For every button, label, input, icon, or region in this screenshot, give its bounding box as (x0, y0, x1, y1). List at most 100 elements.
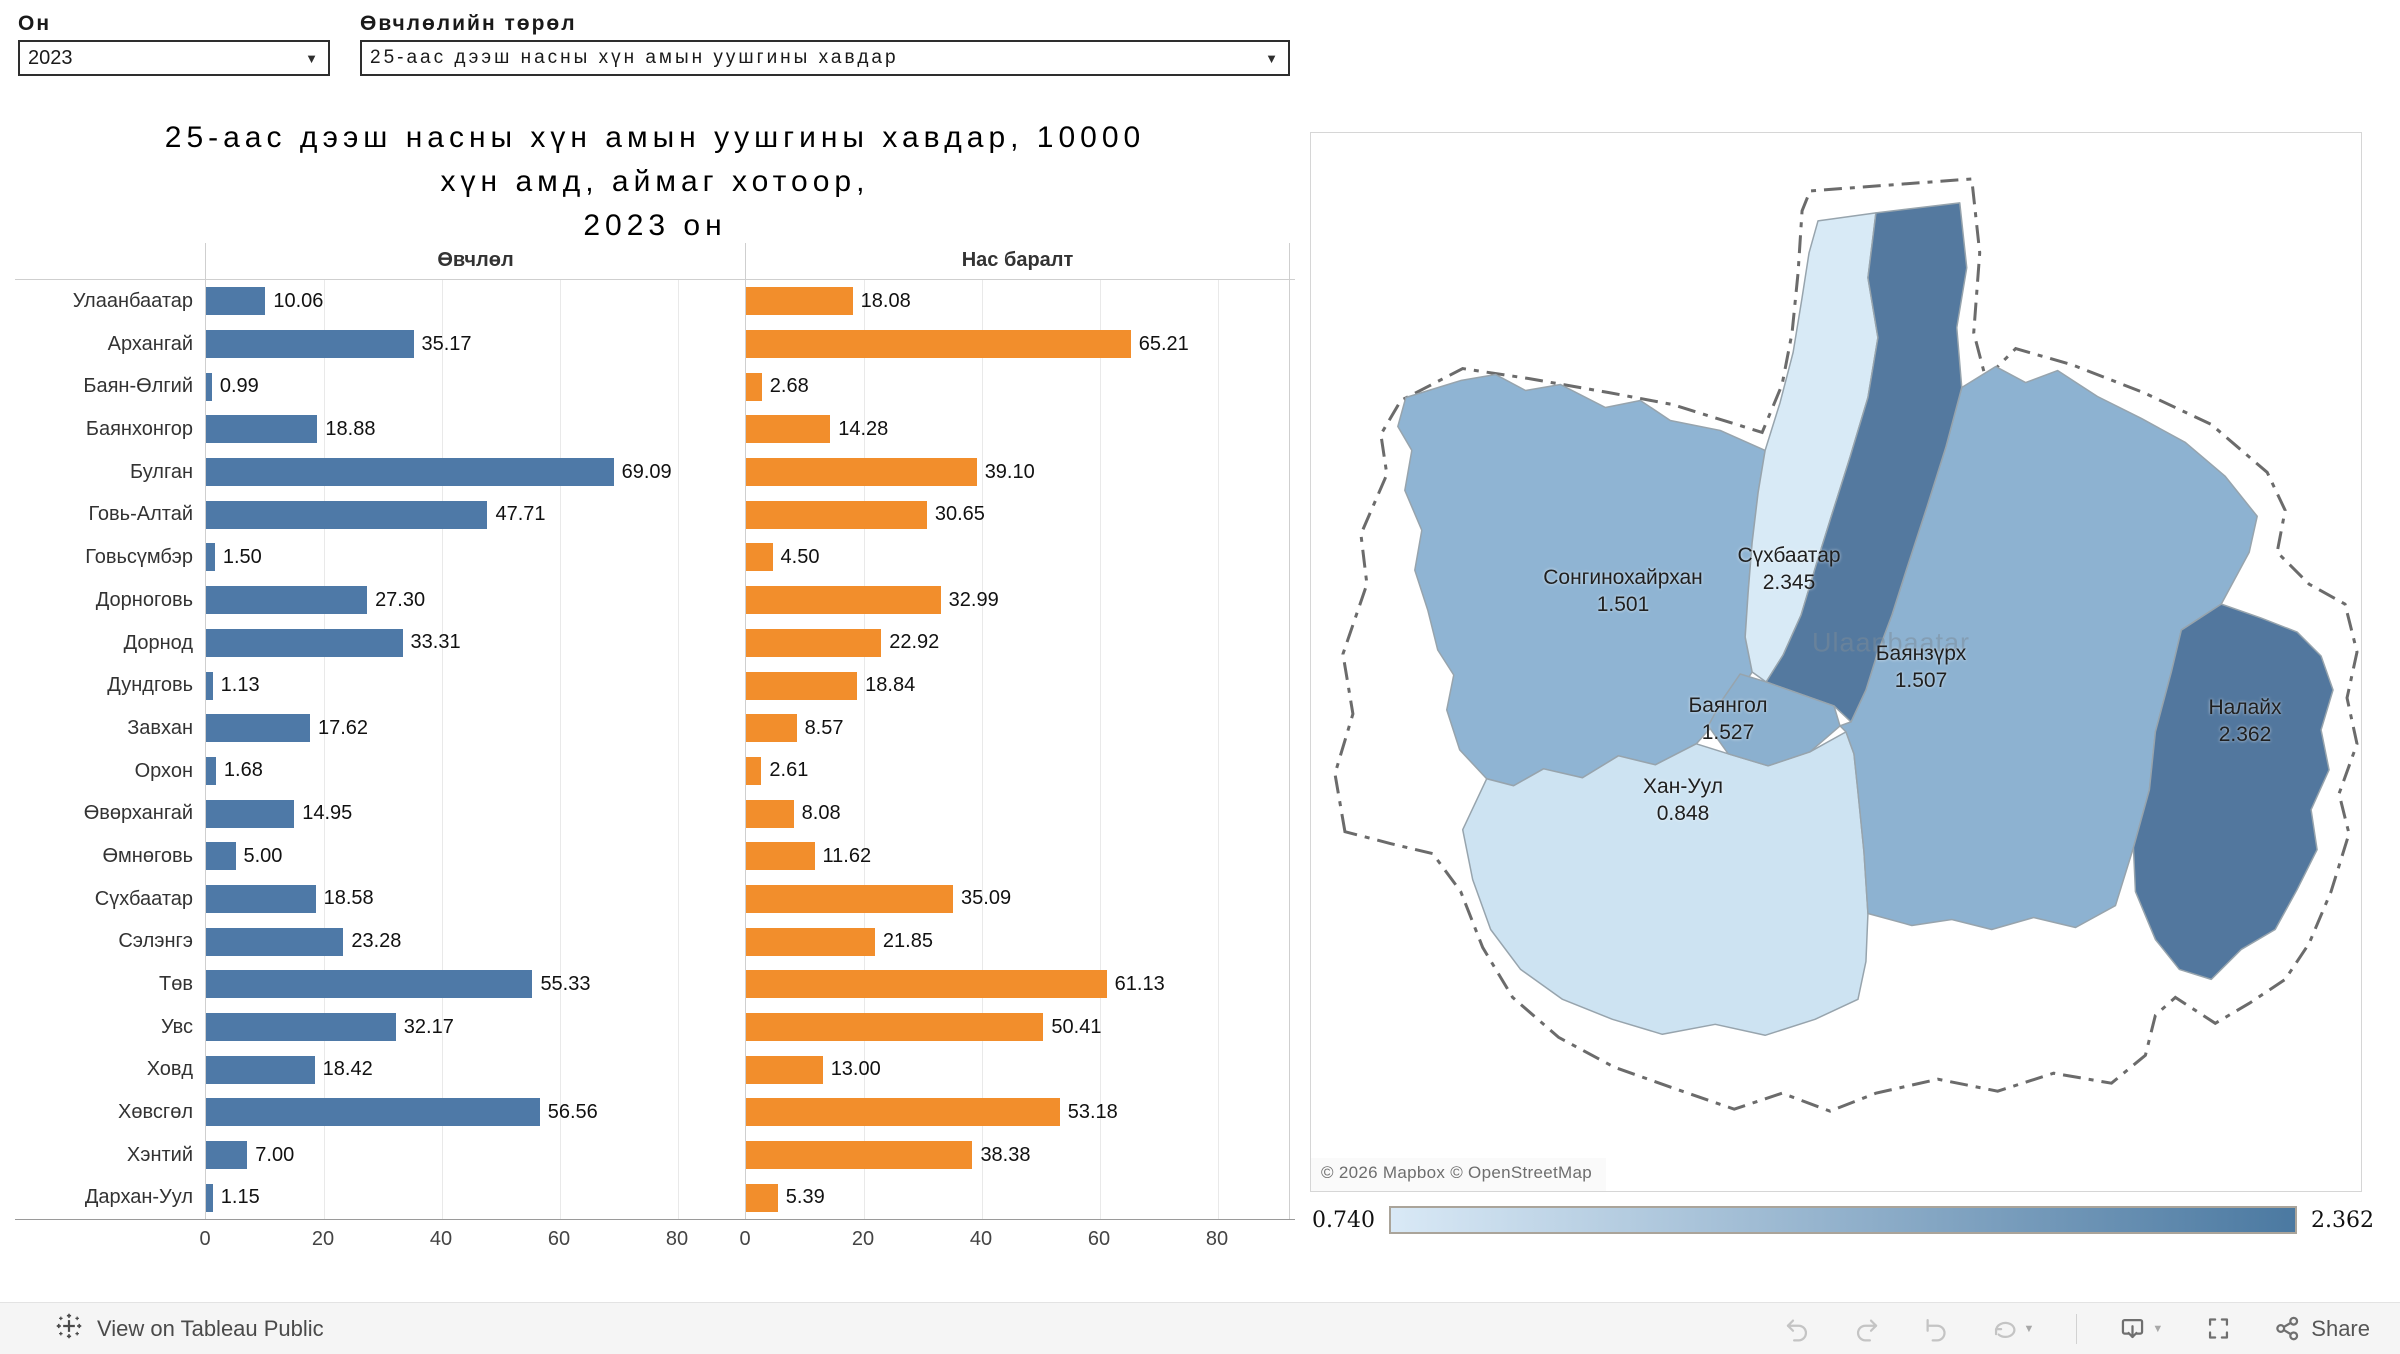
bar-mark[interactable] (206, 287, 266, 316)
bar-mark[interactable] (206, 415, 318, 444)
share-button[interactable]: Share (2274, 1315, 2370, 1342)
x-axis-nas-baralt: 0 20 40 60 80 (739, 1220, 1290, 1262)
bar-value-label: 13.00 (830, 1058, 881, 1081)
refresh-button[interactable]: ▼ (1991, 1315, 2034, 1342)
bar-mark[interactable] (206, 458, 614, 487)
bar-value-label: 1.50 (222, 545, 262, 568)
bar-mark[interactable] (746, 330, 1131, 359)
bar-value-label: 69.09 (621, 460, 672, 483)
bar-value-label: 65.21 (1138, 332, 1189, 355)
map-region-label: Сонгинохайрхан 1.501 (1543, 566, 1703, 616)
bar-mark[interactable] (206, 372, 212, 401)
bar-mark[interactable] (746, 1098, 1060, 1127)
bar-row: 65.21 (746, 323, 1289, 366)
bar-mark[interactable] (746, 842, 815, 871)
viz-toolbar: ▼ ▼ (1742, 1313, 2370, 1344)
basemap-city-label: Ulaanbaatar (1811, 627, 1971, 658)
bar-mark[interactable] (206, 970, 533, 999)
bar-mark[interactable] (206, 1141, 248, 1170)
bar-mark[interactable] (206, 927, 344, 956)
gridline (442, 280, 443, 1220)
bar-mark[interactable] (746, 1183, 778, 1212)
bar-row: 56.56 (206, 1091, 745, 1134)
bar-mark[interactable] (746, 415, 831, 444)
bar-mark[interactable] (206, 543, 215, 572)
bar-value-label: 18.08 (860, 289, 911, 312)
bar-mark[interactable] (206, 884, 316, 913)
bar-value-label: 2.68 (769, 375, 809, 398)
bar-mark[interactable] (746, 756, 762, 785)
view-on-tableau-public-link[interactable]: View on Tableau Public (55, 1312, 324, 1345)
chevron-down-icon: ▼ (305, 50, 318, 66)
map-region-label: Налайх 2.362 (2208, 696, 2282, 746)
x-axis-ovchlol: 0 20 40 60 80 (199, 1220, 745, 1262)
bar-mark[interactable] (206, 714, 310, 743)
bar-mark[interactable] (746, 1141, 973, 1170)
bar-mark[interactable] (746, 543, 773, 572)
bar-mark[interactable] (206, 1098, 540, 1127)
bar-mark[interactable] (746, 671, 858, 700)
bar-row: 35.09 (746, 878, 1289, 921)
bar-mark[interactable] (746, 1055, 823, 1084)
category-label: Сэлэнгэ (118, 930, 193, 953)
map-region-sukhbaatar[interactable] (1765, 202, 1968, 723)
bar-row: 35.17 (206, 323, 745, 366)
bar-value-label: 18.42 (322, 1058, 373, 1081)
bar-row: 17.62 (206, 707, 745, 750)
bar-mark[interactable] (746, 927, 875, 956)
map-region-label: Баянгол 1.527 (1688, 694, 1768, 744)
bar-mark[interactable] (746, 970, 1107, 999)
map-region-bayangol[interactable] (1707, 673, 1841, 767)
bar-mark[interactable] (206, 330, 414, 359)
replay-icon (1922, 1315, 1949, 1342)
bar-mark[interactable] (206, 756, 216, 785)
redo-button[interactable] (1853, 1315, 1880, 1342)
chevron-down-icon: ▼ (2152, 1322, 2164, 1335)
bar-mark[interactable] (746, 1013, 1044, 1042)
bar-mark[interactable] (746, 799, 794, 828)
bar-mark[interactable] (206, 842, 236, 871)
category-label: Дархан-Уул (84, 1186, 193, 1209)
replay-button[interactable] (1922, 1315, 1949, 1342)
bar-mark[interactable] (206, 628, 403, 657)
bar-value-label: 1.13 (220, 674, 260, 697)
redo-icon (1853, 1315, 1880, 1342)
bar-mark[interactable] (746, 586, 941, 615)
fullscreen-button[interactable] (2205, 1315, 2232, 1342)
undo-button[interactable] (1784, 1315, 1811, 1342)
panel-header-nas-baralt: Нас баралт (745, 243, 1290, 279)
category-label: Увс (161, 1015, 193, 1038)
disease-dropdown-value: 25-аас дээш насны хүн амын уушгины хавда… (370, 47, 899, 68)
bar-mark[interactable] (746, 884, 954, 913)
category-label: Хэнтий (126, 1143, 193, 1166)
disease-dropdown[interactable]: 25-аас дээш насны хүн амын уушгины хавда… (360, 40, 1290, 76)
year-dropdown[interactable]: 2023 ▼ (18, 40, 330, 76)
bar-value-label: 38.38 (980, 1143, 1031, 1166)
bar-mark[interactable] (206, 1183, 213, 1212)
map-attribution: © 2026 Mapbox © OpenStreetMap (1311, 1158, 1606, 1191)
bar-value-label: 14.28 (838, 417, 889, 440)
bar-mark[interactable] (746, 500, 927, 529)
bar-mark[interactable] (746, 372, 762, 401)
bar-mark[interactable] (206, 799, 295, 828)
map-region-nalaikh[interactable] (2132, 603, 2334, 981)
disease-filter-label: Өвчлөлийн төрөл (360, 12, 577, 35)
bar-mark[interactable] (206, 1055, 315, 1084)
bar-mark[interactable] (746, 714, 797, 743)
bar-row: 18.08 (746, 280, 1289, 323)
bar-value-label: 4.50 (780, 545, 820, 568)
category-label: Баянхонгор (85, 418, 193, 441)
bar-mark[interactable] (206, 671, 213, 700)
bar-mark[interactable] (206, 500, 488, 529)
download-button[interactable]: ▼ (2119, 1315, 2163, 1342)
axis-tick-label: 20 (851, 1228, 875, 1251)
bar-row: 13.00 (746, 1048, 1289, 1091)
bar-mark[interactable] (746, 287, 853, 316)
bar-value-label: 33.31 (410, 631, 461, 654)
bar-mark[interactable] (746, 458, 977, 487)
bar-mark[interactable] (206, 1013, 396, 1042)
bar-mark[interactable] (746, 628, 882, 657)
panel-header-ovchlol: Өвчлөл (205, 243, 745, 279)
bar-mark[interactable] (206, 586, 368, 615)
view-on-tableau-public-label: View on Tableau Public (97, 1315, 324, 1341)
